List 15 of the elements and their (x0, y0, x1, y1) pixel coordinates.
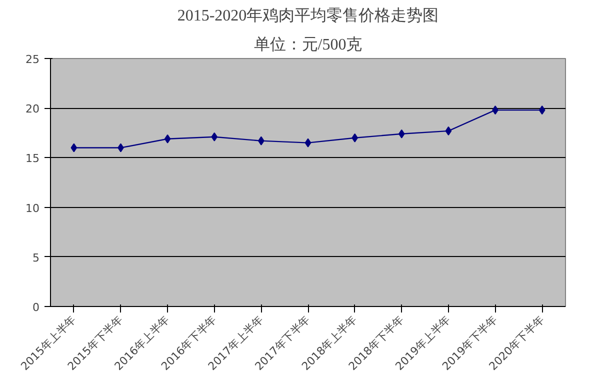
chart-title: 2015-2020年鸡肉平均零售价格走势图 (177, 6, 439, 24)
y-tick-label: 10 (26, 202, 40, 215)
y-tick-label: 20 (26, 102, 40, 116)
point (164, 134, 171, 144)
point (445, 126, 452, 136)
y-tick-label: 25 (26, 53, 40, 66)
y-tick-label: 15 (26, 152, 40, 166)
point (70, 143, 78, 152)
y-tick-label: 0 (32, 301, 40, 314)
point (538, 106, 546, 115)
point (304, 138, 312, 148)
point (211, 132, 218, 142)
chart-subtitle: 单位：元/500克 (254, 36, 362, 54)
y-tick-label: 5 (32, 251, 40, 264)
point (398, 129, 405, 138)
